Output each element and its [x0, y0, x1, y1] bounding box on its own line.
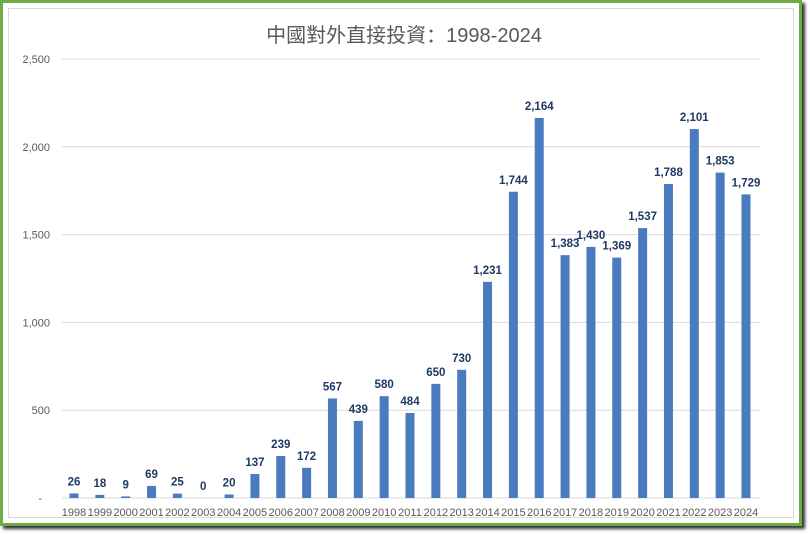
x-tick-label: 2019 — [605, 507, 629, 519]
y-tick-label: 500 — [32, 405, 50, 417]
x-tick-label: 1998 — [62, 507, 86, 519]
data-label: 1,430 — [577, 230, 606, 242]
data-label: 650 — [426, 367, 445, 379]
bar — [508, 191, 518, 498]
bar — [69, 493, 79, 498]
data-label: 484 — [400, 396, 420, 408]
x-tick-label: 2014 — [475, 507, 499, 519]
bar — [715, 172, 725, 498]
data-label: 20 — [223, 477, 236, 489]
bar — [147, 485, 157, 498]
bar — [121, 496, 131, 498]
bar — [405, 413, 415, 498]
bar — [612, 257, 622, 498]
x-tick-label: 2004 — [217, 507, 241, 519]
data-label: 172 — [297, 451, 316, 463]
bar — [276, 456, 286, 498]
y-tick-label: 1,500 — [22, 230, 50, 242]
data-label: 137 — [245, 457, 264, 469]
data-label: 2,164 — [525, 101, 554, 113]
bar — [741, 194, 751, 498]
x-tick-label: 2016 — [527, 507, 551, 519]
data-label: 1,853 — [706, 156, 735, 168]
data-label: 1,729 — [732, 177, 761, 189]
bar — [663, 184, 673, 498]
data-label: 730 — [452, 353, 471, 365]
x-tick-label: 2008 — [320, 507, 344, 519]
data-label: 1,744 — [499, 175, 528, 187]
bar — [302, 467, 312, 498]
data-label: 580 — [375, 379, 394, 391]
chart-title: 中國對外直接投資：1998-2024 — [266, 25, 542, 47]
data-label: 567 — [323, 381, 342, 393]
x-tick-label: 2015 — [501, 507, 525, 519]
x-tick-label: 2021 — [656, 507, 680, 519]
x-tick-label: 2011 — [398, 507, 422, 519]
data-label: 1,231 — [473, 265, 502, 277]
x-tick-label: 2002 — [165, 507, 189, 519]
data-label: 239 — [271, 439, 290, 451]
bar — [224, 494, 234, 498]
bar — [534, 118, 544, 499]
x-tick-label: 2013 — [449, 507, 473, 519]
x-tick-label: 2006 — [269, 507, 293, 519]
x-tick-label: 2001 — [139, 507, 163, 519]
bar — [327, 398, 337, 498]
data-label: 1,788 — [654, 167, 683, 179]
x-tick-label: 2005 — [243, 507, 267, 519]
x-tick-label: 1999 — [88, 507, 112, 519]
bar — [638, 228, 648, 499]
chart-area — [8, 8, 794, 518]
x-tick-label: 2023 — [708, 507, 732, 519]
data-label: 69 — [145, 469, 158, 481]
x-tick-label: 2018 — [579, 507, 603, 519]
data-label: 18 — [93, 478, 106, 490]
x-tick-label: 2022 — [682, 507, 706, 519]
data-label: 25 — [171, 477, 184, 489]
x-tick-label: 2024 — [734, 507, 758, 519]
y-tick-label: 1,000 — [22, 317, 50, 329]
x-tick-label: 2000 — [113, 507, 137, 519]
bar — [586, 246, 596, 498]
data-label: 2,101 — [680, 112, 709, 124]
x-tick-label: 2012 — [424, 507, 448, 519]
data-label: 26 — [68, 476, 81, 488]
bar — [172, 493, 182, 498]
bar — [689, 129, 699, 499]
bar — [560, 255, 570, 498]
data-label: 1,383 — [551, 238, 580, 250]
x-tick-label: 2017 — [553, 507, 577, 519]
y-tick-label: 2,500 — [22, 54, 50, 66]
bar — [431, 383, 441, 498]
bar — [483, 281, 493, 498]
bar — [250, 473, 260, 498]
y-tick-label: 2,000 — [22, 142, 50, 154]
data-label: 1,537 — [628, 211, 657, 223]
data-label: 9 — [122, 479, 128, 491]
data-label: 1,369 — [602, 241, 631, 253]
x-tick-label: 2007 — [294, 507, 318, 519]
data-label: 0 — [200, 481, 206, 493]
x-tick-label: 2009 — [346, 507, 370, 519]
bar — [353, 420, 363, 498]
data-label: 439 — [349, 404, 368, 416]
x-tick-label: 2020 — [630, 507, 654, 519]
bar — [379, 396, 389, 498]
x-tick-label: 2003 — [191, 507, 215, 519]
bar — [457, 369, 467, 498]
y-tick-label: - — [38, 493, 42, 505]
bar — [95, 494, 105, 498]
x-tick-label: 2010 — [372, 507, 396, 519]
